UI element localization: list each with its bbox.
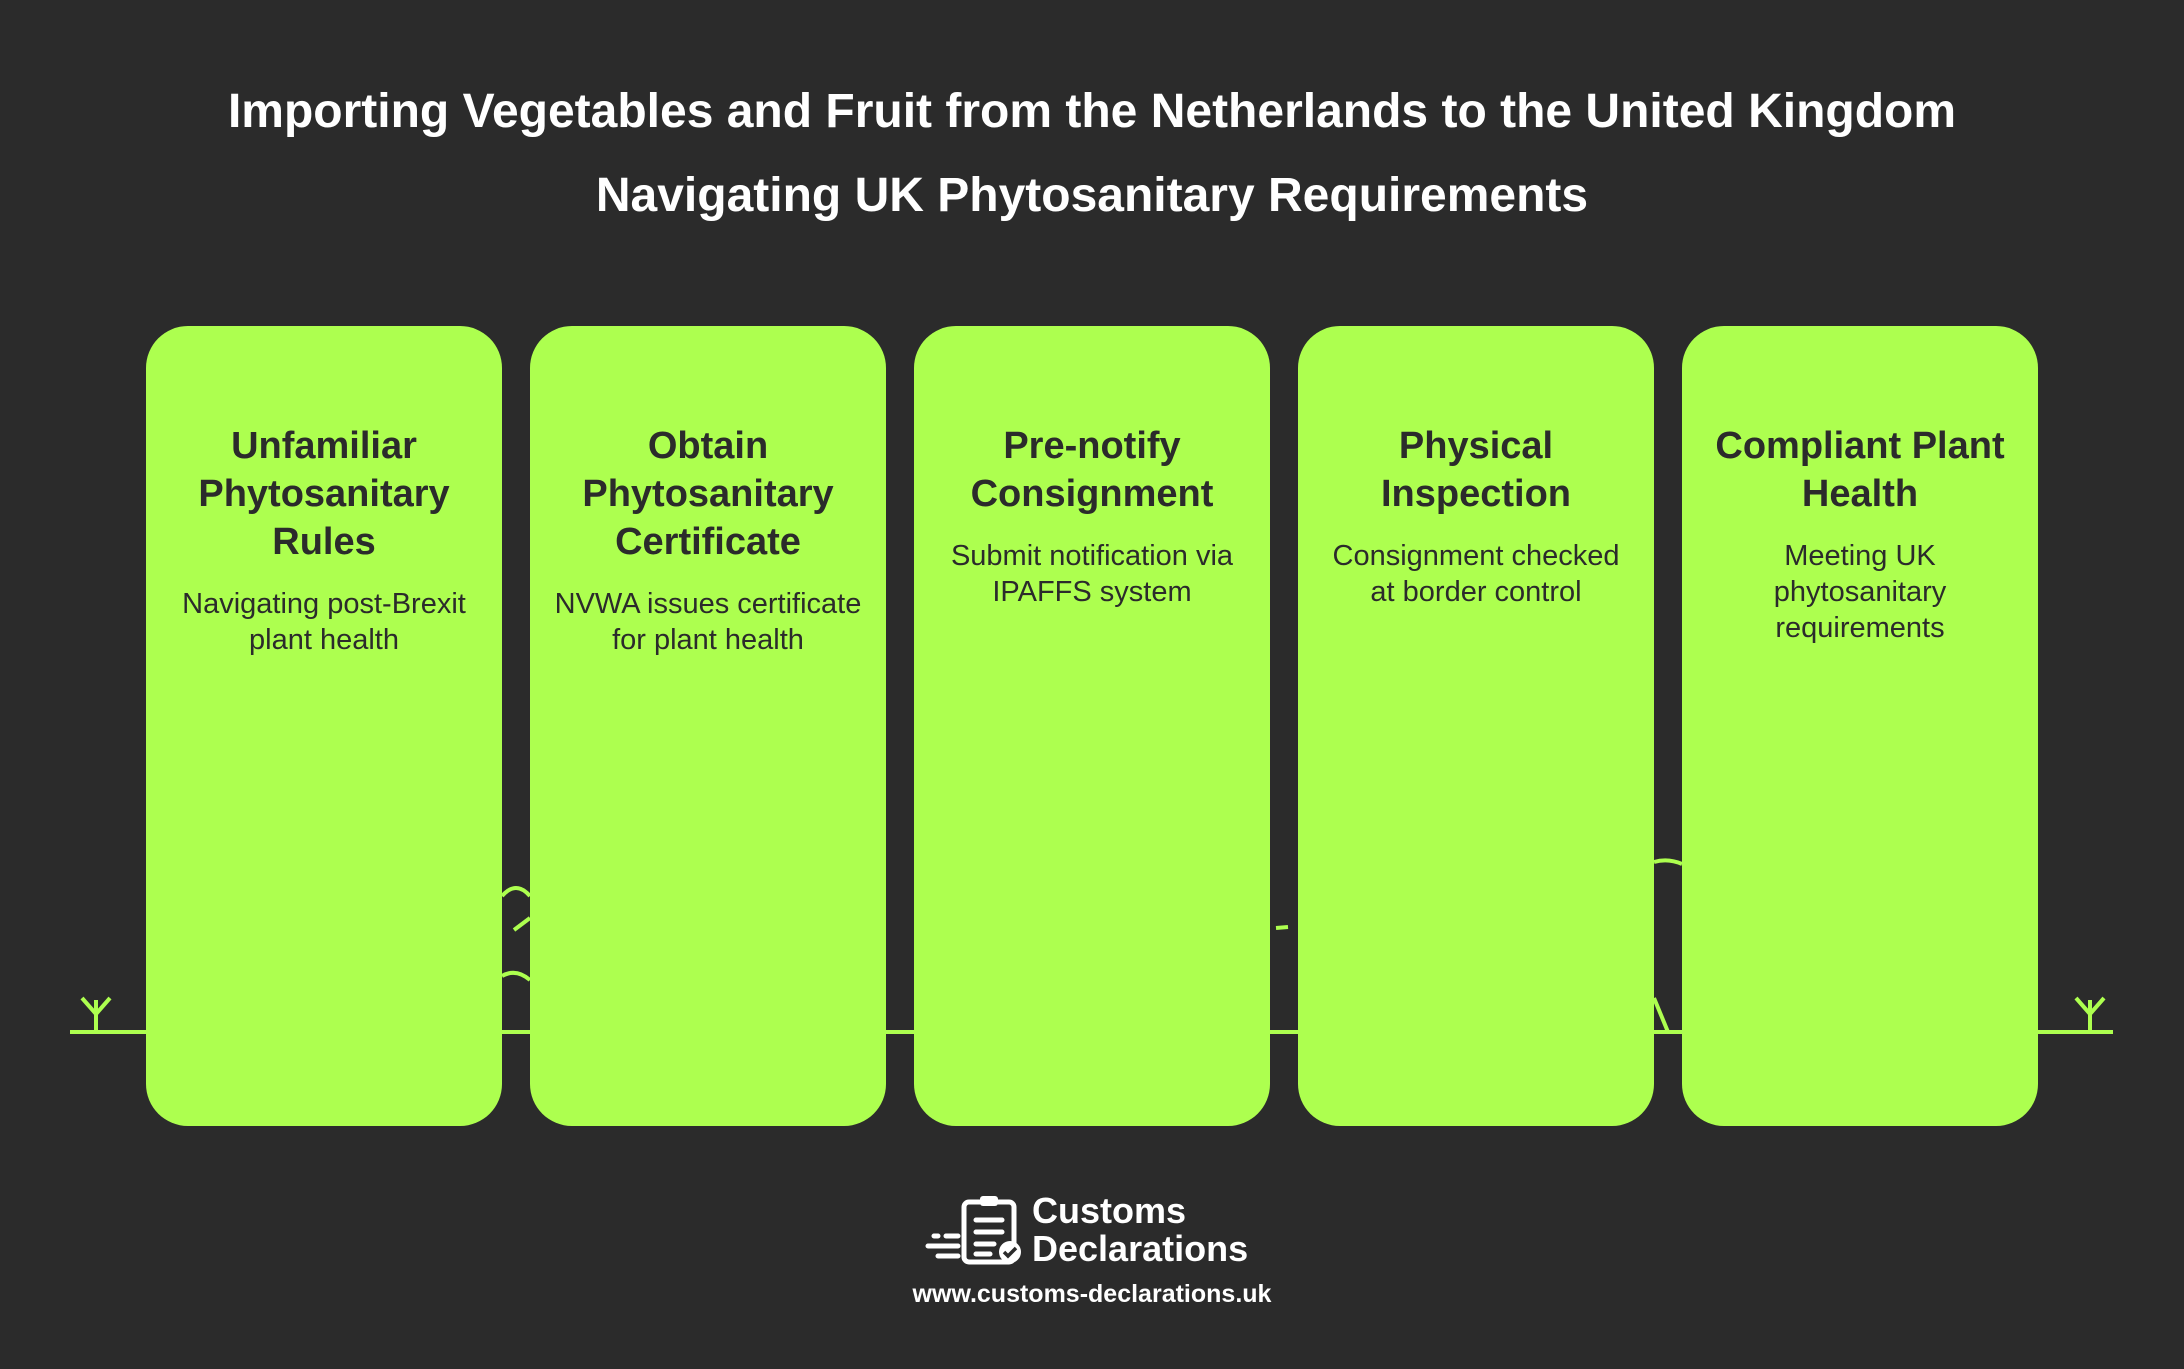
step-title: Pre-notify Consignment [970,425,1214,515]
step-description: NVWA issues certificate for plant health [554,588,862,656]
logo-line-2: Declarations [1032,1228,1249,1269]
step-title: Physical Inspection [1380,425,1572,515]
sprout-left-icon [80,996,112,1032]
step-description: Consignment checked at border control [1332,540,1620,608]
page-subtitle: Navigating UK Phytosanitary Requirements [595,169,1589,222]
step-title: Obtain Phytosanitary Certificate [582,425,834,563]
step-card-2: Obtain Phytosanitary Certificate NVWA is… [530,326,886,1126]
clipboard-check-icon [925,1196,1021,1265]
website-url: www.customs-declarations.uk [912,1280,1272,1308]
step-description: Meeting UK phytosanitary requirements [1773,540,1947,644]
step-title: Unfamiliar Phytosanitary Rules [198,425,450,563]
step-card-1: Unfamiliar Phytosanitary Rules Navigatin… [146,326,502,1126]
brand-logo: Customs Declarations [924,1192,1248,1268]
step-description: Navigating post-Brexit plant health [182,588,466,656]
step-description: Submit notification via IPAFFS system [950,540,1234,608]
step-title: Compliant Plant Health [1715,425,2005,515]
step-card-3: Pre-notify Consignment Submit notificati… [914,326,1270,1126]
step-card-5: Compliant Plant Health Meeting UK phytos… [1682,326,2038,1126]
sprout-right-icon [2074,996,2106,1032]
step-card-4: Physical Inspection Consignment checked … [1298,326,1654,1126]
logo-line-1: Customs [1032,1190,1187,1231]
page-title: Importing Vegetables and Fruit from the … [227,85,1957,138]
